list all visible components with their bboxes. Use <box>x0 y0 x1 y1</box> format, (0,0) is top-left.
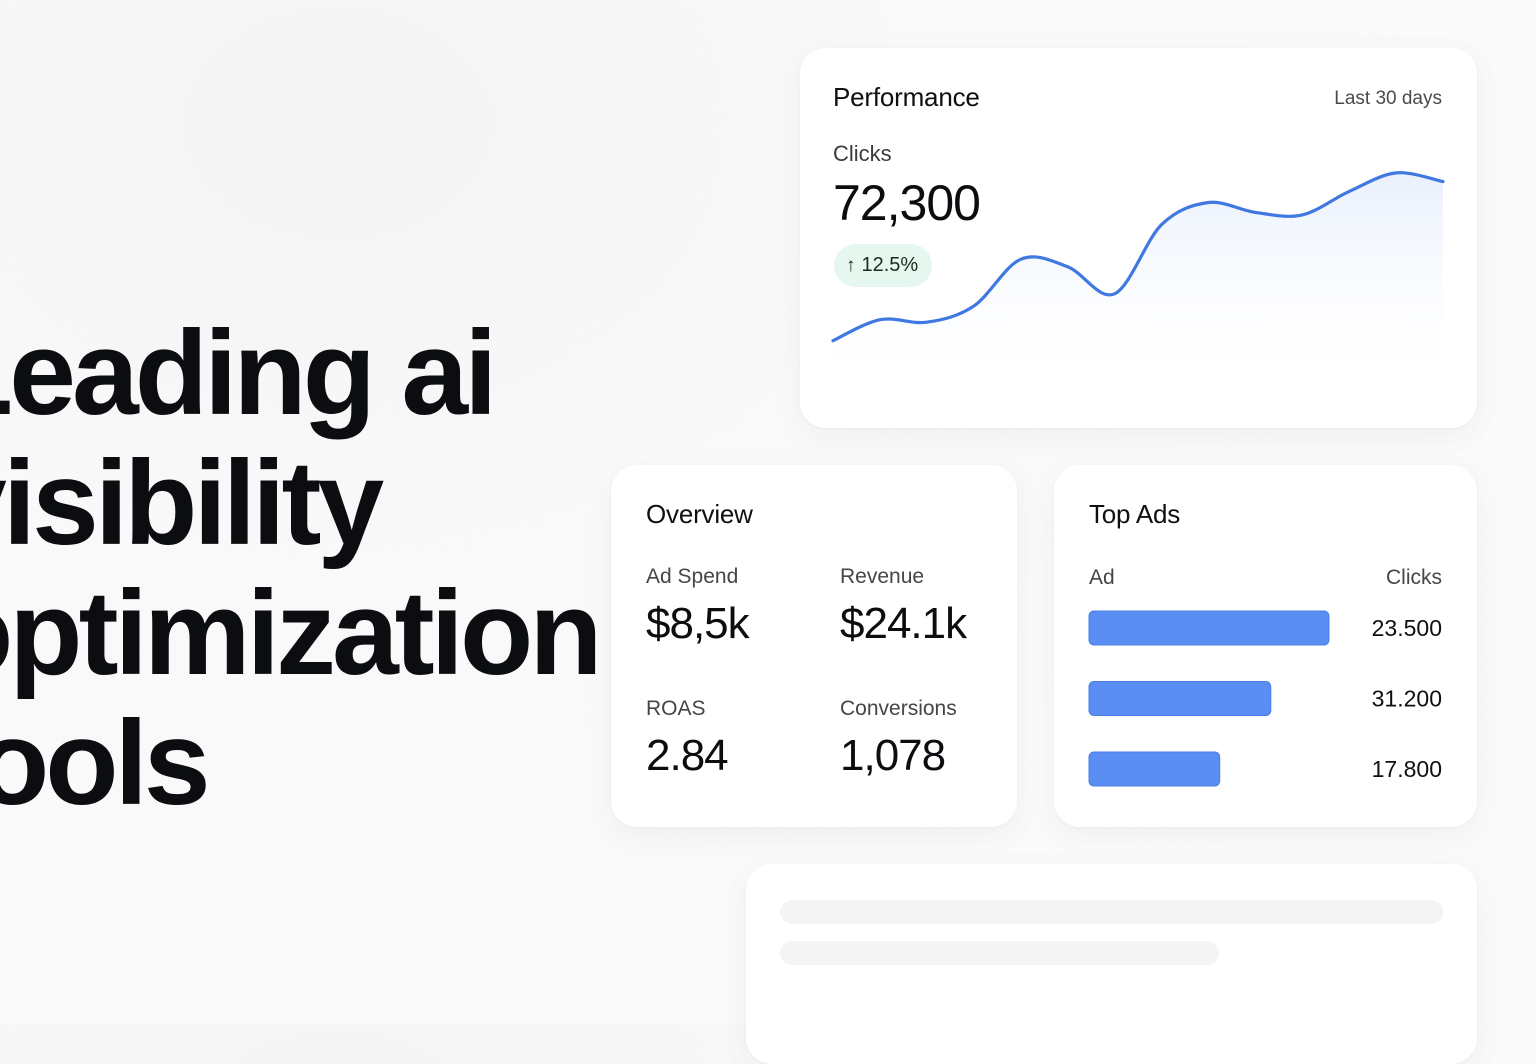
top-ads-bar-chart: 23.500 31.200 17.800 <box>1088 610 1442 787</box>
stat-roas: ROAS 2.84 <box>646 697 729 781</box>
stat-label: Conversions <box>840 697 957 720</box>
performance-title: Performance <box>833 82 980 112</box>
hero-line-4: tools <box>0 696 211 830</box>
stat-value: $8,5k <box>646 599 750 648</box>
stat-label: Revenue <box>840 565 925 588</box>
stat-conversions: Conversions 1,078 <box>840 697 957 781</box>
clicks-area-fill <box>833 172 1443 393</box>
ad-bar[interactable] <box>1088 681 1272 716</box>
clicks-series-line <box>831 171 1445 343</box>
hero-heading: Leading ai visibility optimization tools <box>0 308 620 828</box>
skeleton-line <box>780 941 1219 965</box>
column-header-ad[interactable]: Ad <box>1089 566 1115 589</box>
overview-card: Overview Ad Spend $8,5k Revenue $24.1k R… <box>611 465 1017 827</box>
top-ads-card: Top Ads Ad Clicks 23.500 31.200 17.800 <box>1054 465 1477 827</box>
stat-ad-spend: Ad Spend $8,5k <box>646 565 750 649</box>
arrow-up-icon: ↑ <box>846 254 856 276</box>
column-header-clicks[interactable]: Clicks <box>1386 566 1442 589</box>
ad-bar[interactable] <box>1088 751 1221 787</box>
stat-value: 1,078 <box>840 731 946 780</box>
change-badge: ↑ 12.5% <box>834 244 933 287</box>
clicks-line-chart <box>831 171 1445 393</box>
date-range-label[interactable]: Last 30 days <box>1334 88 1442 109</box>
ad-clicks-value: 17.800 <box>1372 756 1442 782</box>
performance-card: Performance Last 30 days Clicks 72,300 ↑… <box>800 48 1477 428</box>
loading-placeholder-card <box>746 864 1477 1064</box>
stat-value: 2.84 <box>646 731 729 780</box>
ad-clicks-value: 23.500 <box>1372 615 1442 641</box>
hero-line-3: optimization <box>0 566 603 700</box>
hero-line-1: Leading ai <box>0 306 497 440</box>
overview-title: Overview <box>646 499 753 529</box>
ad-bar[interactable] <box>1088 610 1330 646</box>
skeleton-line <box>780 900 1443 924</box>
stat-label: Ad Spend <box>646 565 739 588</box>
hero-line-2: visibility <box>0 436 384 570</box>
top-ads-title: Top Ads <box>1089 499 1181 529</box>
change-value: 12.5% <box>861 254 919 276</box>
stat-value: $24.1k <box>840 599 967 648</box>
clicks-value: 72,300 <box>833 175 981 231</box>
stat-label: ROAS <box>646 697 706 720</box>
ad-clicks-value: 31.200 <box>1372 686 1442 712</box>
clicks-label: Clicks <box>833 141 892 166</box>
stat-revenue: Revenue $24.1k <box>840 565 967 649</box>
